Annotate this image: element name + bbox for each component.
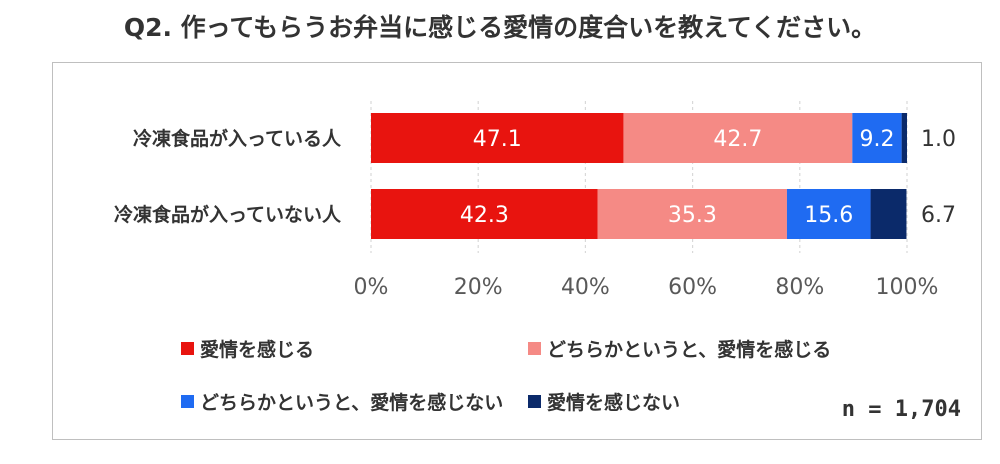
data-label: 9.2 xyxy=(859,127,894,152)
x-tick-label: 60% xyxy=(668,275,717,300)
bar-segment xyxy=(901,113,907,163)
data-label: 42.3 xyxy=(460,203,509,228)
legend-item-3: どちらかというと、愛情を感じない xyxy=(181,388,503,415)
stacked-bar-chart: 0% 20% 40% 60% 80% 100% 冷凍食品が入っている人 47.1 42.7 9.2… xyxy=(114,101,956,300)
legend-swatch-2 xyxy=(528,342,541,355)
bar-segment xyxy=(597,189,787,239)
sample-size-label: n = 1,704 xyxy=(841,397,961,422)
x-tick-label: 100% xyxy=(876,275,939,300)
bar-segment xyxy=(623,113,853,163)
x-tick-label: 20% xyxy=(454,275,503,300)
x-tick-label: 40% xyxy=(561,275,610,300)
bar-segment xyxy=(786,189,871,239)
chart-panel: 0% 20% 40% 60% 80% 100% 冷凍食品が入っている人 47.1 42.7 9.2… xyxy=(52,62,982,440)
legend-label-2: どちらかというと、愛情を感じる xyxy=(547,339,832,361)
legend-swatch-3 xyxy=(181,395,194,408)
legend-label-1: 愛情を感じる xyxy=(200,339,315,361)
bar-segment xyxy=(852,113,902,163)
data-label: 1.0 xyxy=(921,127,956,152)
legend-label-3: どちらかというと、愛情を感じない xyxy=(200,392,504,414)
data-label: 35.3 xyxy=(668,203,717,228)
data-label: 6.7 xyxy=(921,203,956,228)
x-tick-label: 0% xyxy=(354,275,389,300)
x-tick-label: 80% xyxy=(775,275,824,300)
category-label: 冷凍食品が入っていない人 xyxy=(114,203,342,226)
legend-item-4: 愛情を感じない xyxy=(528,388,680,415)
data-label: 42.7 xyxy=(713,127,762,152)
category-label: 冷凍食品が入っている人 xyxy=(133,127,342,150)
bar-segment xyxy=(371,189,598,239)
legend-item-2: どちらかというと、愛情を感じる xyxy=(528,335,831,362)
chart-title: Q2. 作ってもらうお弁当に感じる愛情の度合いを教えてください。 xyxy=(123,13,877,42)
data-label: 47.1 xyxy=(473,127,522,152)
legend-item-1: 愛情を感じる xyxy=(181,335,314,362)
bar-segment xyxy=(371,113,624,163)
data-label: 15.6 xyxy=(804,203,853,228)
legend-label-4: 愛情を感じない xyxy=(547,392,681,414)
legend-swatch-1 xyxy=(181,342,194,355)
bar-segment xyxy=(870,189,907,239)
legend-swatch-4 xyxy=(528,395,541,408)
